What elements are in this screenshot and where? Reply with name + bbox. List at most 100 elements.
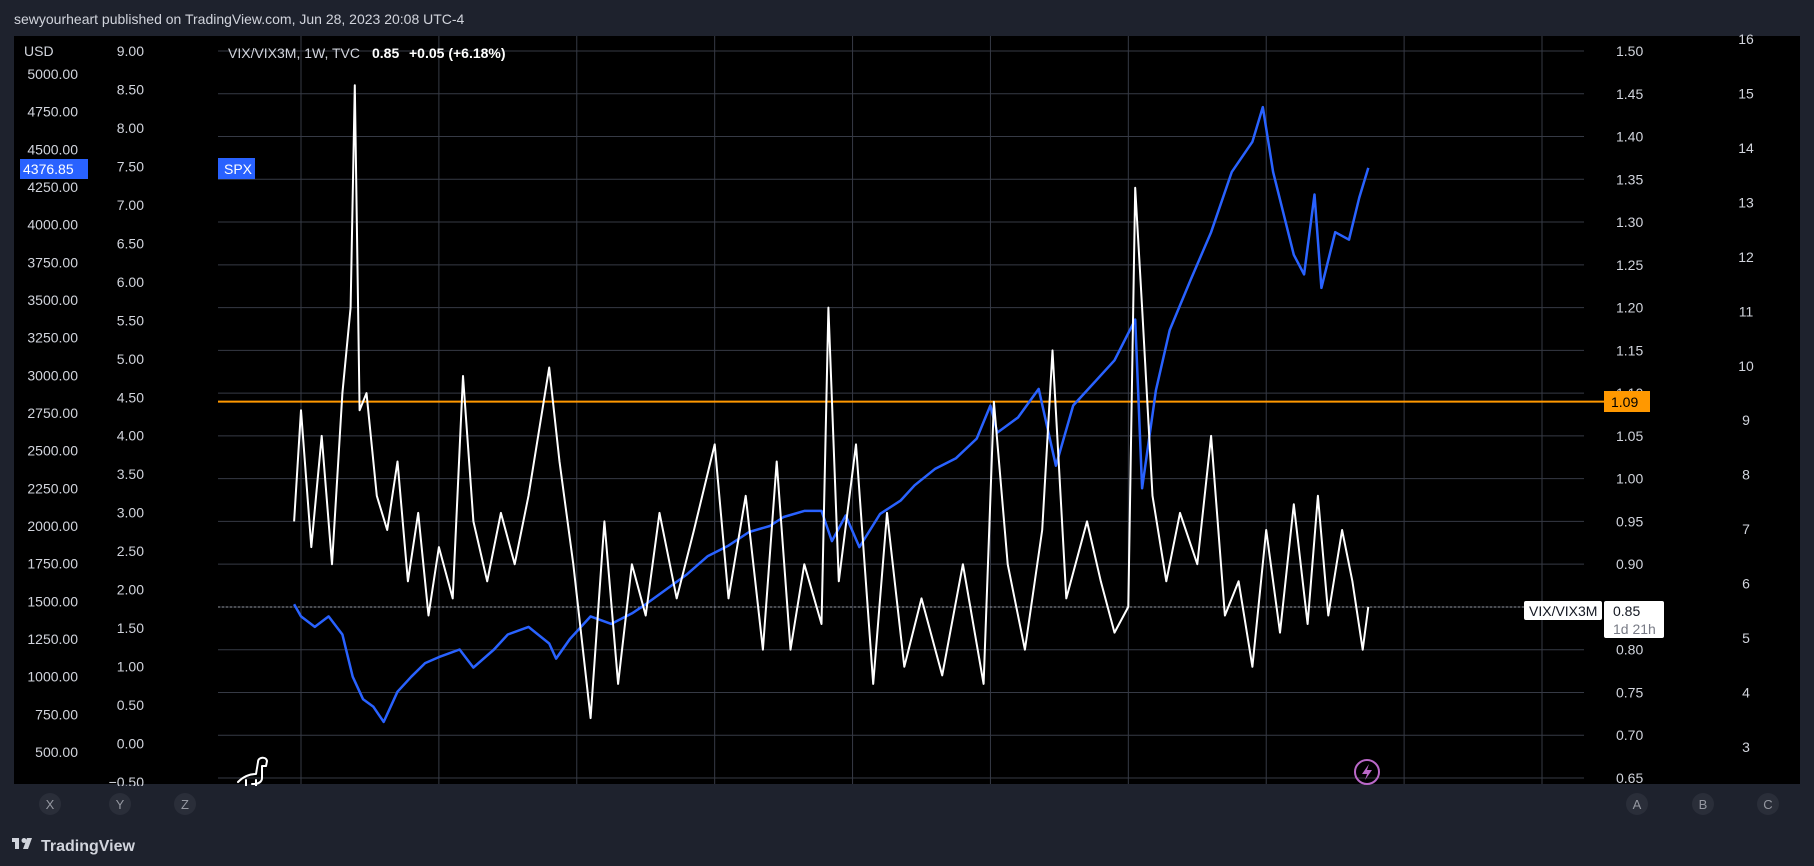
spx-label-tag[interactable] bbox=[218, 158, 255, 179]
vix-value-badge-text: 0.85 bbox=[1613, 603, 1640, 619]
left-second-tick-label: 0.00 bbox=[117, 736, 144, 752]
right-ratio-tick-label: 1.30 bbox=[1616, 214, 1643, 230]
spx-label-text: SPX bbox=[224, 161, 253, 177]
left-spx-tick-label: 1500.00 bbox=[27, 593, 78, 609]
lightning-icon[interactable] bbox=[1354, 759, 1380, 785]
axis-button-label: X bbox=[46, 797, 55, 812]
left-second-tick-label: 9.00 bbox=[117, 43, 144, 59]
left-spx-tick-label: 2250.00 bbox=[27, 480, 78, 496]
axis-button-c[interactable] bbox=[1757, 793, 1779, 815]
far-right-tick-label: 5 bbox=[1742, 630, 1750, 646]
right-ratio-tick-label: 0.75 bbox=[1616, 684, 1643, 700]
hline-value-badge-text: 1.09 bbox=[1611, 394, 1638, 410]
axis-button-b[interactable] bbox=[1692, 793, 1714, 815]
left-second-tick-label: 0.50 bbox=[117, 697, 144, 713]
left-second-tick-label: 4.00 bbox=[117, 428, 144, 444]
left-second-tick-label: 1.50 bbox=[117, 620, 144, 636]
right-ratio-tick-label: 1.25 bbox=[1616, 257, 1643, 273]
right-ratio-tick-label: 0.95 bbox=[1616, 513, 1643, 529]
right-ratio-tick-label: 1.05 bbox=[1616, 428, 1643, 444]
axis-button-a[interactable] bbox=[1626, 793, 1648, 815]
left-spx-tick-label: 4250.00 bbox=[27, 179, 78, 195]
left-spx-tick-label: 1750.00 bbox=[27, 556, 78, 572]
dinosaur-icon bbox=[237, 756, 268, 787]
far-right-tick-label: 4 bbox=[1742, 685, 1750, 701]
left-spx-axis: 5000.00 4750.00 4500.00 4250.00 4000.00 3750.… bbox=[27, 66, 78, 760]
right-ratio-tick-label: 0.70 bbox=[1616, 727, 1643, 743]
vix-label-tag[interactable] bbox=[1524, 601, 1602, 620]
left-spx-tick-label: 500.00 bbox=[35, 744, 78, 760]
left-second-tick-label: 8.00 bbox=[117, 120, 144, 136]
right-ratio-tick-label: 1.45 bbox=[1616, 86, 1643, 102]
far-right-tick-label: 11 bbox=[1739, 303, 1754, 319]
far-right-tick-label: 7 bbox=[1742, 521, 1750, 537]
left-spx-tick-label: 1000.00 bbox=[27, 669, 78, 685]
far-right-tick-label: 6 bbox=[1742, 576, 1750, 592]
far-right-tick-label: 3 bbox=[1742, 739, 1750, 755]
left-second-tick-label: 5.50 bbox=[117, 312, 144, 328]
left-second-tick-label: 4.50 bbox=[117, 389, 144, 405]
left-second-tick-label: 5.00 bbox=[117, 351, 144, 367]
left-second-tick-label: 6.50 bbox=[117, 235, 144, 251]
spx-series-line bbox=[293, 105, 1370, 724]
left-spx-tick-label: 5000.00 bbox=[27, 66, 78, 82]
footer-brand[interactable]: TradingView bbox=[41, 838, 136, 855]
axis-button-z[interactable] bbox=[174, 793, 196, 815]
right-ratio-tick-label: 1.15 bbox=[1616, 342, 1643, 358]
left-price-badge-text: 4376.85 bbox=[23, 161, 74, 177]
right-ratio-tick-label: 0.65 bbox=[1616, 770, 1643, 786]
bottom-toolbar bbox=[14, 786, 1800, 822]
axis-button-label: B bbox=[1699, 797, 1708, 812]
axis-button-label: Z bbox=[181, 797, 189, 812]
chart-grid bbox=[218, 36, 1584, 784]
left-second-tick-label: 7.50 bbox=[117, 158, 144, 174]
right-ratio-tick-label: 1.20 bbox=[1616, 300, 1643, 316]
currency-label: USD bbox=[24, 43, 54, 59]
left-spx-tick-label: 3750.00 bbox=[27, 254, 78, 270]
left-second-tick-label: 6.00 bbox=[117, 274, 144, 290]
left-spx-tick-label: 750.00 bbox=[35, 706, 78, 722]
right-ratio-tick-label: 0.90 bbox=[1616, 556, 1643, 572]
far-right-tick-label: 12 bbox=[1738, 249, 1754, 265]
tradingview-logo-icon bbox=[12, 838, 32, 849]
right-ratio-tick-label: 1.00 bbox=[1616, 471, 1643, 487]
left-spx-tick-label: 3500.00 bbox=[27, 292, 78, 308]
left-second-tick-label: 2.50 bbox=[117, 543, 144, 559]
right-ratio-tick-label: 1.50 bbox=[1616, 43, 1643, 59]
left-spx-tick-label: 1250.00 bbox=[27, 631, 78, 647]
far-right-tick-label: 10 bbox=[1738, 358, 1754, 374]
right-ratio-tick-label: 1.40 bbox=[1616, 129, 1643, 145]
far-right-tick-label: 8 bbox=[1742, 467, 1750, 483]
far-right-axis: 16 15 14 13 12 11 10 9 8 7 6 5 4 3 bbox=[1738, 31, 1754, 755]
axis-button-y[interactable] bbox=[109, 793, 131, 815]
axis-button-label: C bbox=[1763, 797, 1772, 812]
left-spx-tick-label: 4750.00 bbox=[27, 104, 78, 120]
left-spx-tick-label: 4000.00 bbox=[27, 217, 78, 233]
axis-button-label: Y bbox=[116, 797, 125, 812]
far-right-tick-label: 15 bbox=[1738, 85, 1754, 101]
left-second-tick-label: 3.50 bbox=[117, 466, 144, 482]
right-ratio-tick-label: 1.35 bbox=[1616, 171, 1643, 187]
axis-button-label: A bbox=[1633, 797, 1642, 812]
left-spx-tick-label: 4500.00 bbox=[27, 141, 78, 157]
left-price-badge bbox=[20, 159, 88, 179]
far-right-tick-label: 14 bbox=[1738, 140, 1754, 156]
legend-change: +0.05 (+6.18%) bbox=[409, 45, 506, 61]
left-second-tick-label: 1.00 bbox=[117, 659, 144, 675]
right-ratio-tick-label: 0.80 bbox=[1616, 642, 1643, 658]
vix-label-text: VIX/VIX3M bbox=[1529, 603, 1597, 619]
hline-value-badge bbox=[1604, 391, 1650, 412]
left-second-tick-label: 7.00 bbox=[117, 197, 144, 213]
left-spx-tick-label: 2500.00 bbox=[27, 443, 78, 459]
left-second-axis: 9.00 8.50 8.00 7.50 7.00 6.50 6.00 5.50 5.00 4.50… bbox=[109, 43, 145, 790]
left-spx-tick-label: 3000.00 bbox=[27, 367, 78, 383]
axis-button-x[interactable] bbox=[39, 793, 61, 815]
vix-value-badge bbox=[1604, 601, 1664, 638]
vix-series-line bbox=[293, 84, 1370, 720]
legend-symbol: VIX/VIX3M, 1W, TVC bbox=[228, 45, 360, 61]
far-right-tick-label: 16 bbox=[1738, 31, 1754, 47]
published-text: sewyourheart published on TradingView.co… bbox=[14, 11, 465, 27]
left-second-tick-label: 8.50 bbox=[117, 81, 144, 97]
